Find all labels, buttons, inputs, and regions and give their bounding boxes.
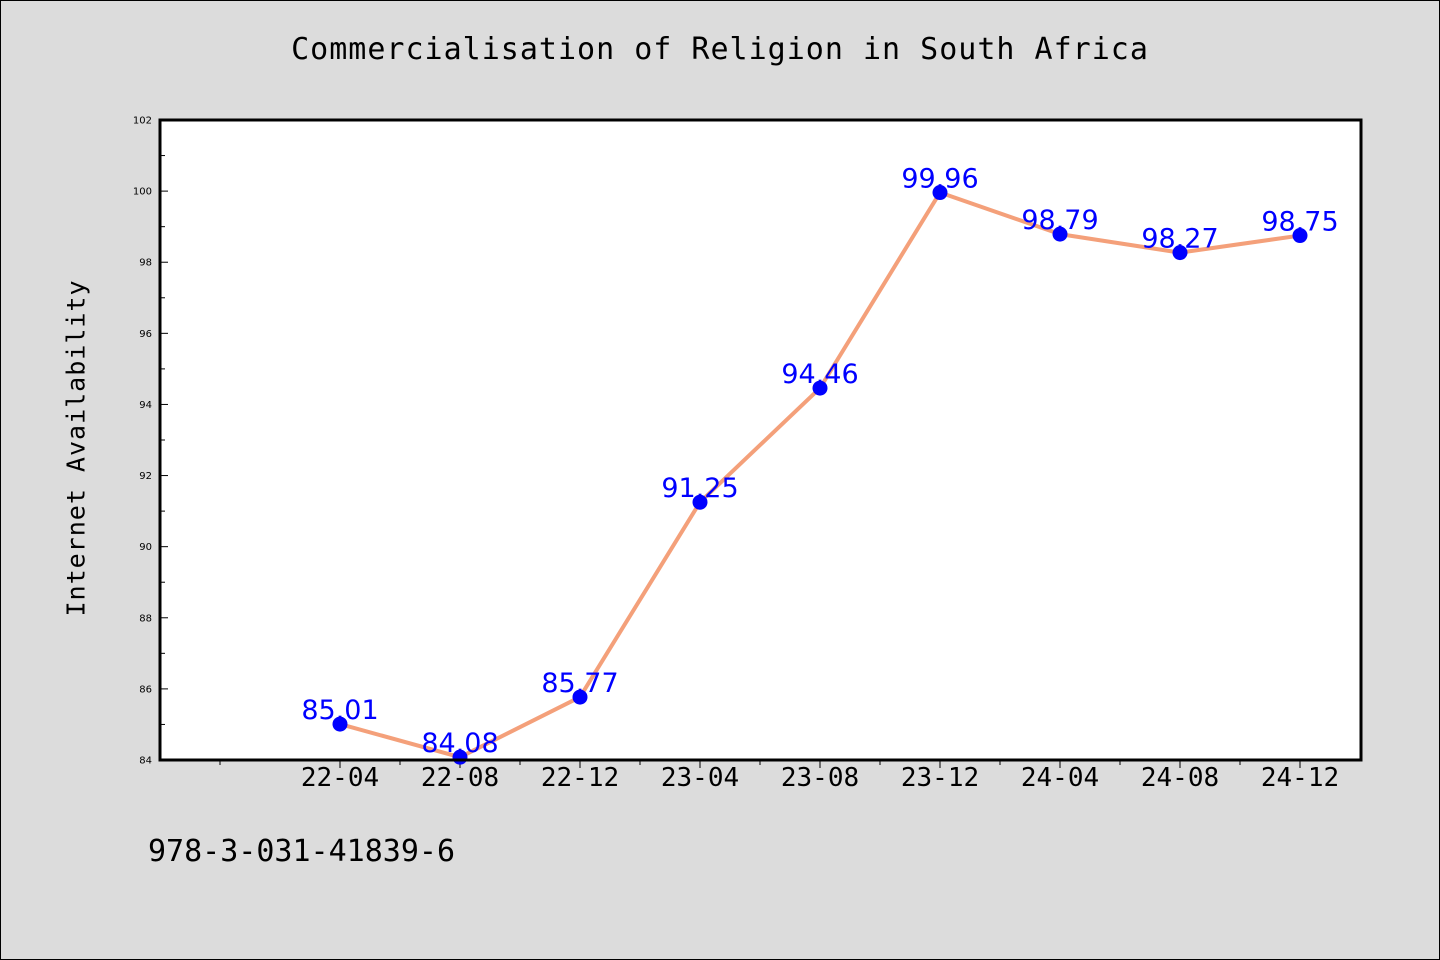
data-point: [812, 380, 828, 396]
x-axis: 22-04 22-08 22-12 23-04 23-08 23-12 24-04 24-08…: [219, 760, 1339, 793]
data-point: [1172, 245, 1188, 261]
data-point: [692, 494, 708, 510]
data-label: 98.75: [1261, 207, 1338, 238]
y-tick-label: 84: [139, 756, 152, 767]
data-label: 85.01: [301, 695, 378, 726]
data-label: 98.27: [1141, 224, 1218, 255]
data-point: [572, 689, 588, 705]
y-tick-label: 86: [139, 684, 152, 695]
data-point: [1052, 226, 1068, 242]
chart-title: Commercialisation of Religion in South A…: [291, 32, 1149, 67]
x-tick-label: 22-04: [301, 763, 379, 793]
y-tick-label: 98: [139, 258, 152, 269]
x-tick-label: 22-12: [541, 763, 619, 793]
y-tick-label: 94: [139, 400, 152, 411]
x-tick-label: 24-04: [1021, 763, 1099, 793]
data-label: 99.96: [901, 164, 978, 195]
data-label: 85.77: [541, 668, 618, 699]
x-tick-label: 23-04: [661, 763, 739, 793]
x-tick-label: 23-08: [781, 763, 859, 793]
data-point: [1292, 228, 1308, 244]
data-label: 98.79: [1021, 205, 1098, 236]
data-label: 84.08: [421, 728, 498, 759]
y-tick-label: 96: [139, 329, 152, 340]
x-tick-label: 24-12: [1261, 763, 1339, 793]
y-tick-label: 88: [139, 613, 152, 624]
x-tick-label: 24-08: [1141, 763, 1219, 793]
x-tick-label: 22-08: [421, 763, 499, 793]
data-label: 94.46: [781, 359, 858, 390]
x-tick-label: 23-12: [901, 763, 979, 793]
y-tick-label: 92: [139, 471, 152, 482]
data-point: [332, 716, 348, 732]
y-tick-label: 102: [133, 116, 152, 127]
y-tick-label: 100: [133, 187, 152, 198]
y-tick-label: 90: [139, 542, 152, 553]
data-point: [932, 185, 948, 201]
data-label: 91.25: [661, 473, 738, 504]
isbn-code: 978-3-031-41839-6: [148, 834, 456, 869]
plot-border: [158, 118, 1363, 762]
plot-area: [160, 120, 1361, 760]
series: 85.01 84.08 85.77 91.25 94.46 99.96 98.79 98.27…: [301, 164, 1339, 765]
